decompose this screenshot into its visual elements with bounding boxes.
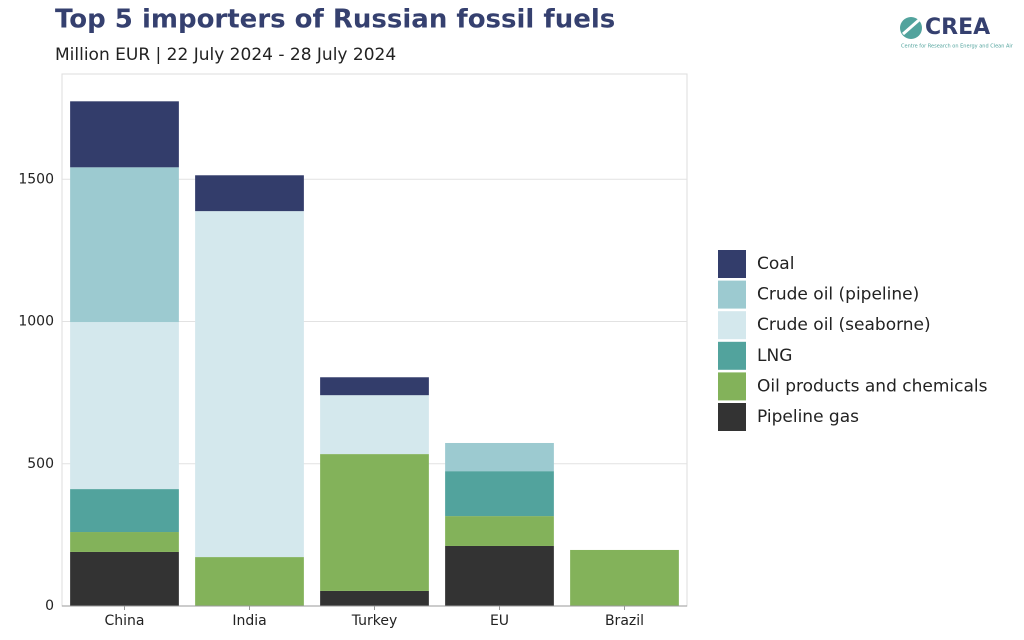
bar-segment — [70, 489, 179, 533]
logo-tagline: Centre for Research on Energy and Clean … — [901, 44, 1014, 50]
bar-segment — [445, 545, 554, 606]
legend-swatch — [718, 372, 746, 401]
x-tick-label: EU — [490, 613, 509, 629]
x-tick-label: Turkey — [351, 613, 398, 629]
y-tick-label: 0 — [45, 598, 54, 614]
legend-swatch — [718, 250, 746, 278]
bar-segment — [445, 471, 554, 517]
x-tick-label: China — [105, 613, 145, 629]
legend-label: Crude oil (seaborne) — [757, 315, 931, 335]
y-tick-label: 1500 — [18, 171, 54, 187]
bar-segment — [70, 532, 179, 552]
bar-segment — [70, 101, 179, 168]
bar-segment — [195, 175, 304, 212]
y-tick-label: 500 — [27, 456, 54, 472]
bar-segment — [70, 167, 179, 323]
legend-label: Crude oil (pipeline) — [757, 285, 919, 305]
logo-name: CREA — [925, 15, 990, 40]
y-tick-label: 1000 — [18, 314, 54, 330]
chart-title: Top 5 importers of Russian fossil fuels — [55, 5, 615, 35]
bar-segment — [70, 322, 179, 490]
legend-label: Oil products and chemicals — [757, 376, 988, 396]
bar-segment — [320, 590, 429, 606]
legend-swatch — [718, 311, 746, 340]
logo: CREA Centre for Research on Energy and C… — [900, 15, 1014, 50]
legend-label: Pipeline gas — [757, 407, 859, 427]
chart-subtitle: Million EUR | 22 July 2024 - 28 July 202… — [55, 45, 396, 65]
legend-swatch — [718, 341, 746, 370]
bar-segment — [320, 454, 429, 591]
logo-icon-stroke — [902, 18, 920, 36]
x-tick-label: Brazil — [605, 613, 644, 629]
bar-segment — [195, 557, 304, 606]
bar-segment — [320, 377, 429, 396]
bar-segment — [570, 549, 679, 606]
bar-segment — [445, 516, 554, 546]
bar-segment — [320, 395, 429, 455]
bar-segment — [195, 211, 304, 558]
bar-segment — [70, 551, 179, 606]
legend-swatch — [718, 403, 746, 431]
legend-label: LNG — [757, 346, 792, 366]
x-tick-label: India — [232, 613, 266, 629]
bar-segment — [445, 442, 554, 472]
legend-label: Coal — [757, 254, 794, 274]
legend-swatch — [718, 280, 746, 309]
